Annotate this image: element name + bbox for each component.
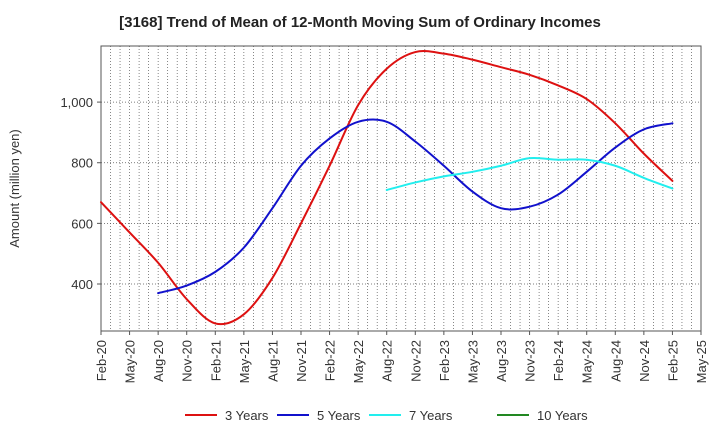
chart-title: [3168] Trend of Mean of 12-Month Moving …: [119, 14, 601, 31]
plot-area: [101, 46, 701, 331]
legend-label: 3 Years: [225, 408, 269, 423]
x-tick-label: Aug-21: [265, 340, 280, 382]
axes: 400 600 800 1,000 Amount (million yen) Feb-20…: [7, 45, 709, 383]
legend-label: 10 Years: [537, 408, 588, 423]
series-line-7-years: [385, 156, 674, 192]
x-tick-label: May-24: [580, 340, 595, 383]
x-tick-label: Nov-24: [637, 340, 652, 382]
x-tick-label: May-25: [694, 340, 709, 383]
x-tick-label: Aug-22: [380, 340, 395, 382]
series-line-3-years: [100, 50, 674, 326]
x-tick-label: Feb-24: [551, 340, 566, 381]
y-tick-label: 800: [71, 156, 93, 171]
x-tick-label: Feb-25: [665, 340, 680, 381]
x-tick-label: May-22: [351, 340, 366, 383]
x-tick-label: Aug-24: [608, 340, 623, 382]
x-tick-label: Nov-20: [180, 340, 195, 382]
x-tick-label: May-23: [465, 340, 480, 383]
grid: [101, 46, 701, 331]
x-tick-label: Aug-23: [494, 340, 509, 382]
x-tick-label: May-20: [123, 340, 138, 383]
y-tick-label: 1,000: [60, 95, 93, 110]
x-tick-label: May-21: [237, 340, 252, 383]
x-tick-label: Aug-20: [151, 340, 166, 382]
x-tick-label: Nov-21: [294, 340, 309, 382]
x-tick-label: Feb-23: [437, 340, 452, 381]
x-tick-label: Feb-21: [208, 340, 223, 381]
x-tick-label: Nov-23: [523, 340, 538, 382]
x-tick-label: Feb-22: [323, 340, 338, 381]
series-lines: [100, 50, 674, 326]
legend-label: 5 Years: [317, 408, 361, 423]
legend-label: 7 Years: [409, 408, 453, 423]
x-tick-label: Feb-20: [94, 340, 109, 381]
series-line-5-years: [157, 118, 674, 295]
y-axis-label: Amount (million yen): [7, 129, 22, 248]
y-tick-label: 400: [71, 277, 93, 292]
plot-frame: [100, 45, 702, 332]
y-tick-label: 600: [71, 216, 93, 231]
x-tick-label: Nov-22: [408, 340, 423, 382]
legend: 3 Years 5 Years 7 Years 10 Years: [185, 408, 588, 423]
